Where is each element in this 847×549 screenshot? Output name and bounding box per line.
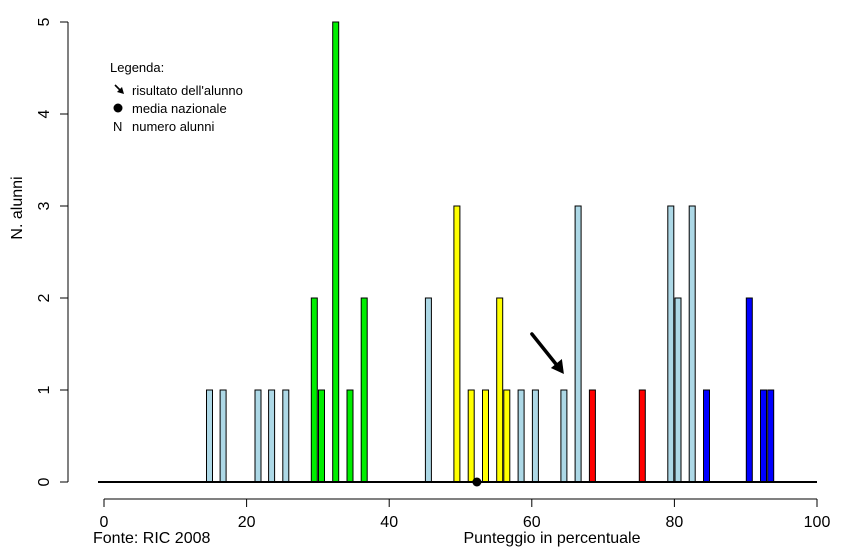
x-tick-label-4: 80 xyxy=(666,514,684,531)
y-ticks: 0 1 2 3 4 5 xyxy=(36,17,68,486)
x-axis-title: Punteggio in percentuale xyxy=(463,530,640,547)
legend-label-student-result: risultato dell'alunno xyxy=(132,83,243,98)
legend-symbol-n: N xyxy=(113,119,122,134)
source-note: Fonte: RIC 2008 xyxy=(93,530,211,547)
bar-22 xyxy=(667,205,675,483)
bar-9 xyxy=(360,297,368,483)
y-tick-label-1: 1 xyxy=(36,385,53,394)
x-axis: 0 20 40 60 80 100 xyxy=(100,498,831,531)
bar-0 xyxy=(206,389,213,483)
bar-16 xyxy=(517,389,525,483)
y-tick-label-4: 4 xyxy=(36,109,53,118)
bar-28 xyxy=(767,389,775,483)
legend-dot-icon xyxy=(113,103,123,113)
bar-11 xyxy=(453,205,461,483)
x-tick-label-2: 40 xyxy=(380,514,398,531)
bar-10 xyxy=(424,297,432,483)
bar-8 xyxy=(346,389,354,483)
y-tick-label-2: 2 xyxy=(36,293,53,302)
bar-21 xyxy=(638,389,646,483)
x-ticks: 0 20 40 60 80 100 xyxy=(100,499,831,531)
bar-3 xyxy=(268,389,276,483)
bar-5 xyxy=(310,297,318,483)
legend: Legenda: risultato dell'alunno media naz… xyxy=(110,60,243,134)
legend-label-student-count: numero alunni xyxy=(132,119,214,134)
bar-27 xyxy=(760,389,767,483)
bar-1 xyxy=(219,389,227,483)
bar-4 xyxy=(282,389,290,483)
y-axis-title: N. alunni xyxy=(9,176,26,239)
y-tick-label-0: 0 xyxy=(36,477,53,486)
y-axis: 0 1 2 3 4 5 xyxy=(36,17,69,486)
bar-17 xyxy=(531,389,539,483)
x-tick-label-3: 60 xyxy=(523,514,541,531)
x-tick-label-0: 0 xyxy=(100,514,109,531)
national-mean-dot xyxy=(472,477,482,487)
bar-15 xyxy=(503,389,511,483)
legend-label-national-mean: media nazionale xyxy=(132,101,227,116)
x-tick-label-5: 100 xyxy=(804,514,831,531)
x-tick-label-1: 20 xyxy=(238,514,256,531)
bar-12 xyxy=(467,389,475,483)
bar-20 xyxy=(588,389,596,483)
bar-6 xyxy=(318,389,325,483)
legend-arrow-icon xyxy=(114,84,124,94)
bar-24 xyxy=(688,205,696,483)
bar-14 xyxy=(496,297,504,483)
bar-2 xyxy=(254,389,262,483)
bars-layer xyxy=(206,21,775,483)
y-tick-label-3: 3 xyxy=(36,201,53,210)
y-tick-label-5: 5 xyxy=(36,17,53,26)
student-result-arrow-icon xyxy=(530,332,564,374)
bar-23 xyxy=(674,297,682,483)
bar-26 xyxy=(745,297,753,483)
legend-title: Legenda: xyxy=(110,60,164,75)
bar-13 xyxy=(482,389,489,483)
bar-25 xyxy=(703,389,710,483)
bar-18 xyxy=(560,389,568,483)
bar-19 xyxy=(574,205,582,483)
bar-7 xyxy=(332,21,340,483)
